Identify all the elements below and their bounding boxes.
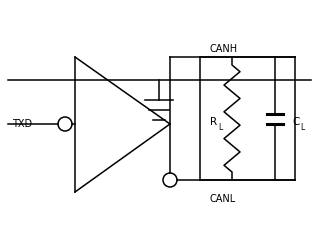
Text: CANL: CANL: [210, 194, 236, 204]
Text: L: L: [300, 122, 304, 132]
Text: R: R: [210, 117, 217, 127]
Text: CANH: CANH: [210, 44, 238, 54]
Text: TXD: TXD: [12, 119, 32, 129]
Text: C: C: [292, 117, 299, 127]
Text: L: L: [218, 122, 222, 132]
